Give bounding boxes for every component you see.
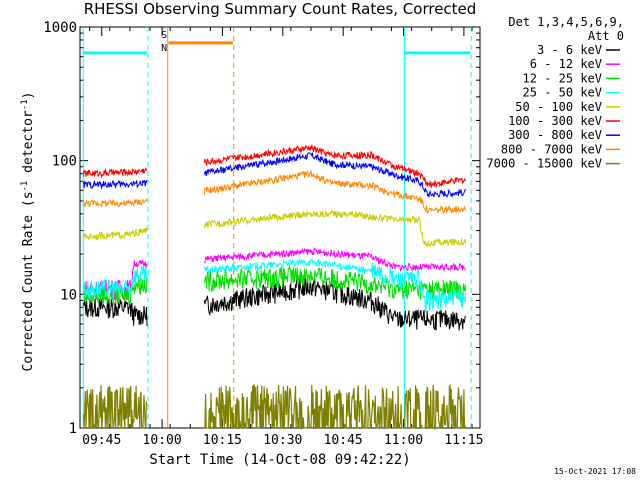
- legend-label-2: 12 - 25 keV: [523, 71, 602, 85]
- legend-label-7: 800 - 7000 keV: [501, 142, 602, 156]
- series-line-8-1: [204, 383, 467, 431]
- x-tick-label: 10:00: [143, 433, 182, 448]
- legend-label-0: 3 - 6 keV: [537, 43, 602, 57]
- series-line-0-0: [83, 298, 148, 326]
- legend-label-1: 6 - 12 keV: [530, 57, 602, 71]
- series-line-4-1: [203, 210, 467, 248]
- series-line-4-0: [83, 227, 148, 241]
- legend-header-0: Det 1,3,4,5,6,9,: [508, 15, 624, 29]
- legend-label-4: 50 - 100 keV: [515, 100, 602, 114]
- series-line-7-1: [203, 169, 467, 215]
- series-line-5-1: [203, 144, 467, 189]
- series-line-1-1: [204, 246, 467, 273]
- legend-header-1: Att 0: [588, 29, 624, 43]
- legend-label-5: 100 - 300 keV: [508, 114, 602, 128]
- x-axis-label: Start Time (14-Oct-08 09:42:22): [149, 452, 410, 468]
- series-line-5-0: [83, 166, 148, 179]
- y-axis-label: Corrected Count Rate (s-1 detector-1): [20, 92, 36, 372]
- saa-marker-label: S: [161, 30, 167, 41]
- night-marker-label: N: [161, 43, 167, 54]
- series-line-2-0: [83, 274, 148, 306]
- legend-label-8: 7000 - 15000 keV: [486, 157, 602, 171]
- series-line-6-1: [203, 152, 467, 199]
- x-tick-label: 11:15: [444, 433, 483, 448]
- series-line-6-0: [83, 179, 148, 190]
- y-tick-label: 10: [60, 287, 77, 303]
- legend-label-3: 25 - 50 keV: [523, 86, 602, 100]
- series-line-0-1: [203, 276, 467, 331]
- y-tick-label: 1000: [43, 20, 77, 36]
- legend-label-6: 300 - 800 keV: [508, 128, 602, 142]
- y-tick-label: 100: [52, 154, 77, 170]
- footer-date: 15-Oct-2021 17:08: [554, 467, 636, 476]
- x-tick-label: 09:45: [82, 433, 121, 448]
- y-tick-label: 1: [69, 421, 77, 437]
- series-line-2-1: [203, 265, 467, 300]
- x-tick-label: 10:45: [324, 433, 363, 448]
- chart-title: RHESSI Observing Summary Count Rates, Co…: [83, 0, 477, 18]
- series-line-3-0: [83, 265, 148, 301]
- series-line-8-0: [83, 385, 148, 429]
- x-tick-label: 10:15: [203, 433, 242, 448]
- series-line-3-1: [203, 258, 467, 313]
- x-tick-label: 11:00: [384, 433, 423, 448]
- series-line-7-0: [83, 198, 148, 208]
- x-tick-label: 10:30: [263, 433, 302, 448]
